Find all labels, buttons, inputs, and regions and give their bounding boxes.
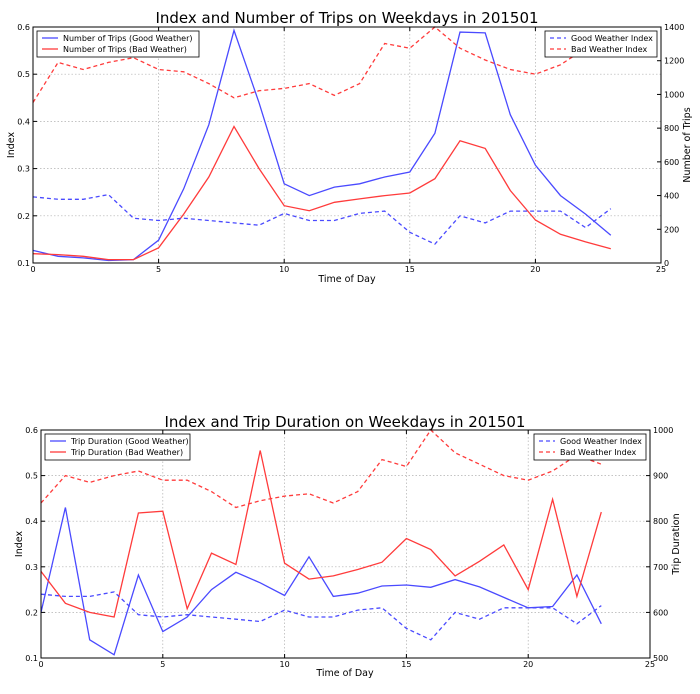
legend-label: Number of Trips (Bad Weather) — [63, 45, 187, 54]
y-tick-label-right: 200 — [664, 225, 679, 234]
y-tick-label-left: 0.5 — [17, 70, 30, 79]
legend-right: Good Weather Index Bad Weather Index — [544, 30, 658, 58]
legend-label: Good Weather Index — [560, 437, 642, 446]
legend-box — [533, 433, 647, 461]
y-tick-label-right: 900 — [653, 472, 668, 481]
x-tick-label: 5 — [160, 660, 165, 669]
y-tick-label-left: 0.3 — [25, 563, 38, 572]
x-tick-label: 15 — [401, 660, 411, 669]
chart-title: Index and Number of Trips on Weekdays in… — [155, 9, 538, 27]
chart-duration: Index and Trip Duration on Weekdays in 2… — [14, 413, 682, 679]
y-tick-label-right: 600 — [664, 158, 679, 167]
y-tick-label-left: 0.5 — [25, 472, 38, 481]
plot-frame — [32, 26, 662, 264]
x-tick-label: 25 — [656, 265, 666, 274]
x-axis-label: Time of Day — [317, 274, 376, 285]
x-tick-label: 10 — [280, 660, 290, 669]
y-tick-label-right: 500 — [653, 654, 668, 663]
y-tick-label-left: 0.1 — [17, 259, 30, 268]
series-lines — [32, 26, 612, 262]
legend-left: Trip Duration (Good Weather) Trip Durati… — [44, 433, 191, 461]
x-tick-label: 20 — [530, 265, 540, 274]
legend-label: Number of Trips (Good Weather) — [63, 34, 192, 43]
x-tick-label: 20 — [523, 660, 533, 669]
series-line-2 — [40, 591, 602, 641]
axis-ticks: 0 5 10 15 20 25 0.1 0.2 0.3 0.4 0.5 0.6 0 200 400 600 80… — [17, 23, 684, 274]
y-tick-label-left: 0.2 — [25, 608, 38, 617]
y-axis-label-right: Number of Trips — [682, 107, 693, 182]
x-axis-label: Time of Day — [315, 668, 374, 679]
x-tick-label: 15 — [405, 265, 415, 274]
series-line-1 — [32, 125, 611, 261]
legend-box — [544, 30, 658, 58]
legend-label: Good Weather Index — [571, 34, 653, 43]
x-tick-label: 10 — [279, 265, 289, 274]
y-tick-label-left: 0.4 — [17, 117, 30, 126]
grid — [32, 26, 662, 264]
y-tick-label-right: 1200 — [664, 57, 684, 66]
y-tick-label-right: 1400 — [664, 23, 684, 32]
series-line-2 — [32, 193, 612, 245]
x-tick-label: 0 — [30, 265, 35, 274]
y-tick-label-left: 0.6 — [25, 426, 38, 435]
x-tick-label: 25 — [645, 660, 655, 669]
y-tick-label-right: 800 — [664, 124, 679, 133]
plot-frame — [40, 429, 651, 659]
series-line-3 — [40, 429, 602, 509]
y-tick-label-right: 400 — [664, 192, 679, 201]
y-tick-label-left: 0.4 — [25, 517, 38, 526]
legend-label: Bad Weather Index — [560, 448, 637, 457]
legend-label: Trip Duration (Good Weather) — [70, 437, 189, 446]
series-line-3 — [32, 26, 611, 103]
legend-label: Trip Duration (Bad Weather) — [70, 448, 183, 457]
y-tick-label-right: 600 — [653, 608, 668, 617]
y-tick-label-right: 0 — [664, 259, 669, 268]
y-axis-label-left: Index — [6, 132, 17, 159]
chart-title: Index and Trip Duration on Weekdays in 2… — [165, 413, 526, 431]
series-lines — [40, 429, 602, 656]
legend-box — [44, 433, 191, 461]
y-axis-label-right: Trip Duration — [671, 513, 682, 575]
y-tick-label-left: 0.1 — [25, 654, 38, 663]
y-tick-label-right: 800 — [653, 517, 668, 526]
series-line-1 — [40, 450, 602, 618]
chart-trips: Index and Number of Trips on Weekdays in… — [6, 9, 693, 285]
grid — [40, 429, 651, 659]
y-tick-label-left: 0.3 — [17, 165, 30, 174]
y-tick-label-left: 0.6 — [17, 23, 30, 32]
axis-ticks: 0 5 10 15 20 25 0.1 0.2 0.3 0.4 0.5 0.6 500 600 700 800… — [25, 426, 673, 669]
legend-label: Bad Weather Index — [571, 45, 648, 54]
legend-box — [36, 30, 200, 58]
y-tick-label-right: 1000 — [664, 90, 684, 99]
legend-left: Number of Trips (Good Weather) Number of… — [36, 30, 200, 58]
y-axis-label-left: Index — [14, 531, 25, 558]
legend-right: Good Weather Index Bad Weather Index — [533, 433, 647, 461]
y-tick-label-right: 700 — [653, 563, 668, 572]
series-line-0 — [32, 28, 612, 262]
x-tick-label: 5 — [156, 265, 161, 274]
x-tick-label: 0 — [38, 660, 43, 669]
series-line-0 — [40, 507, 602, 656]
y-tick-label-right: 1000 — [653, 426, 673, 435]
y-tick-label-left: 0.2 — [17, 212, 30, 221]
